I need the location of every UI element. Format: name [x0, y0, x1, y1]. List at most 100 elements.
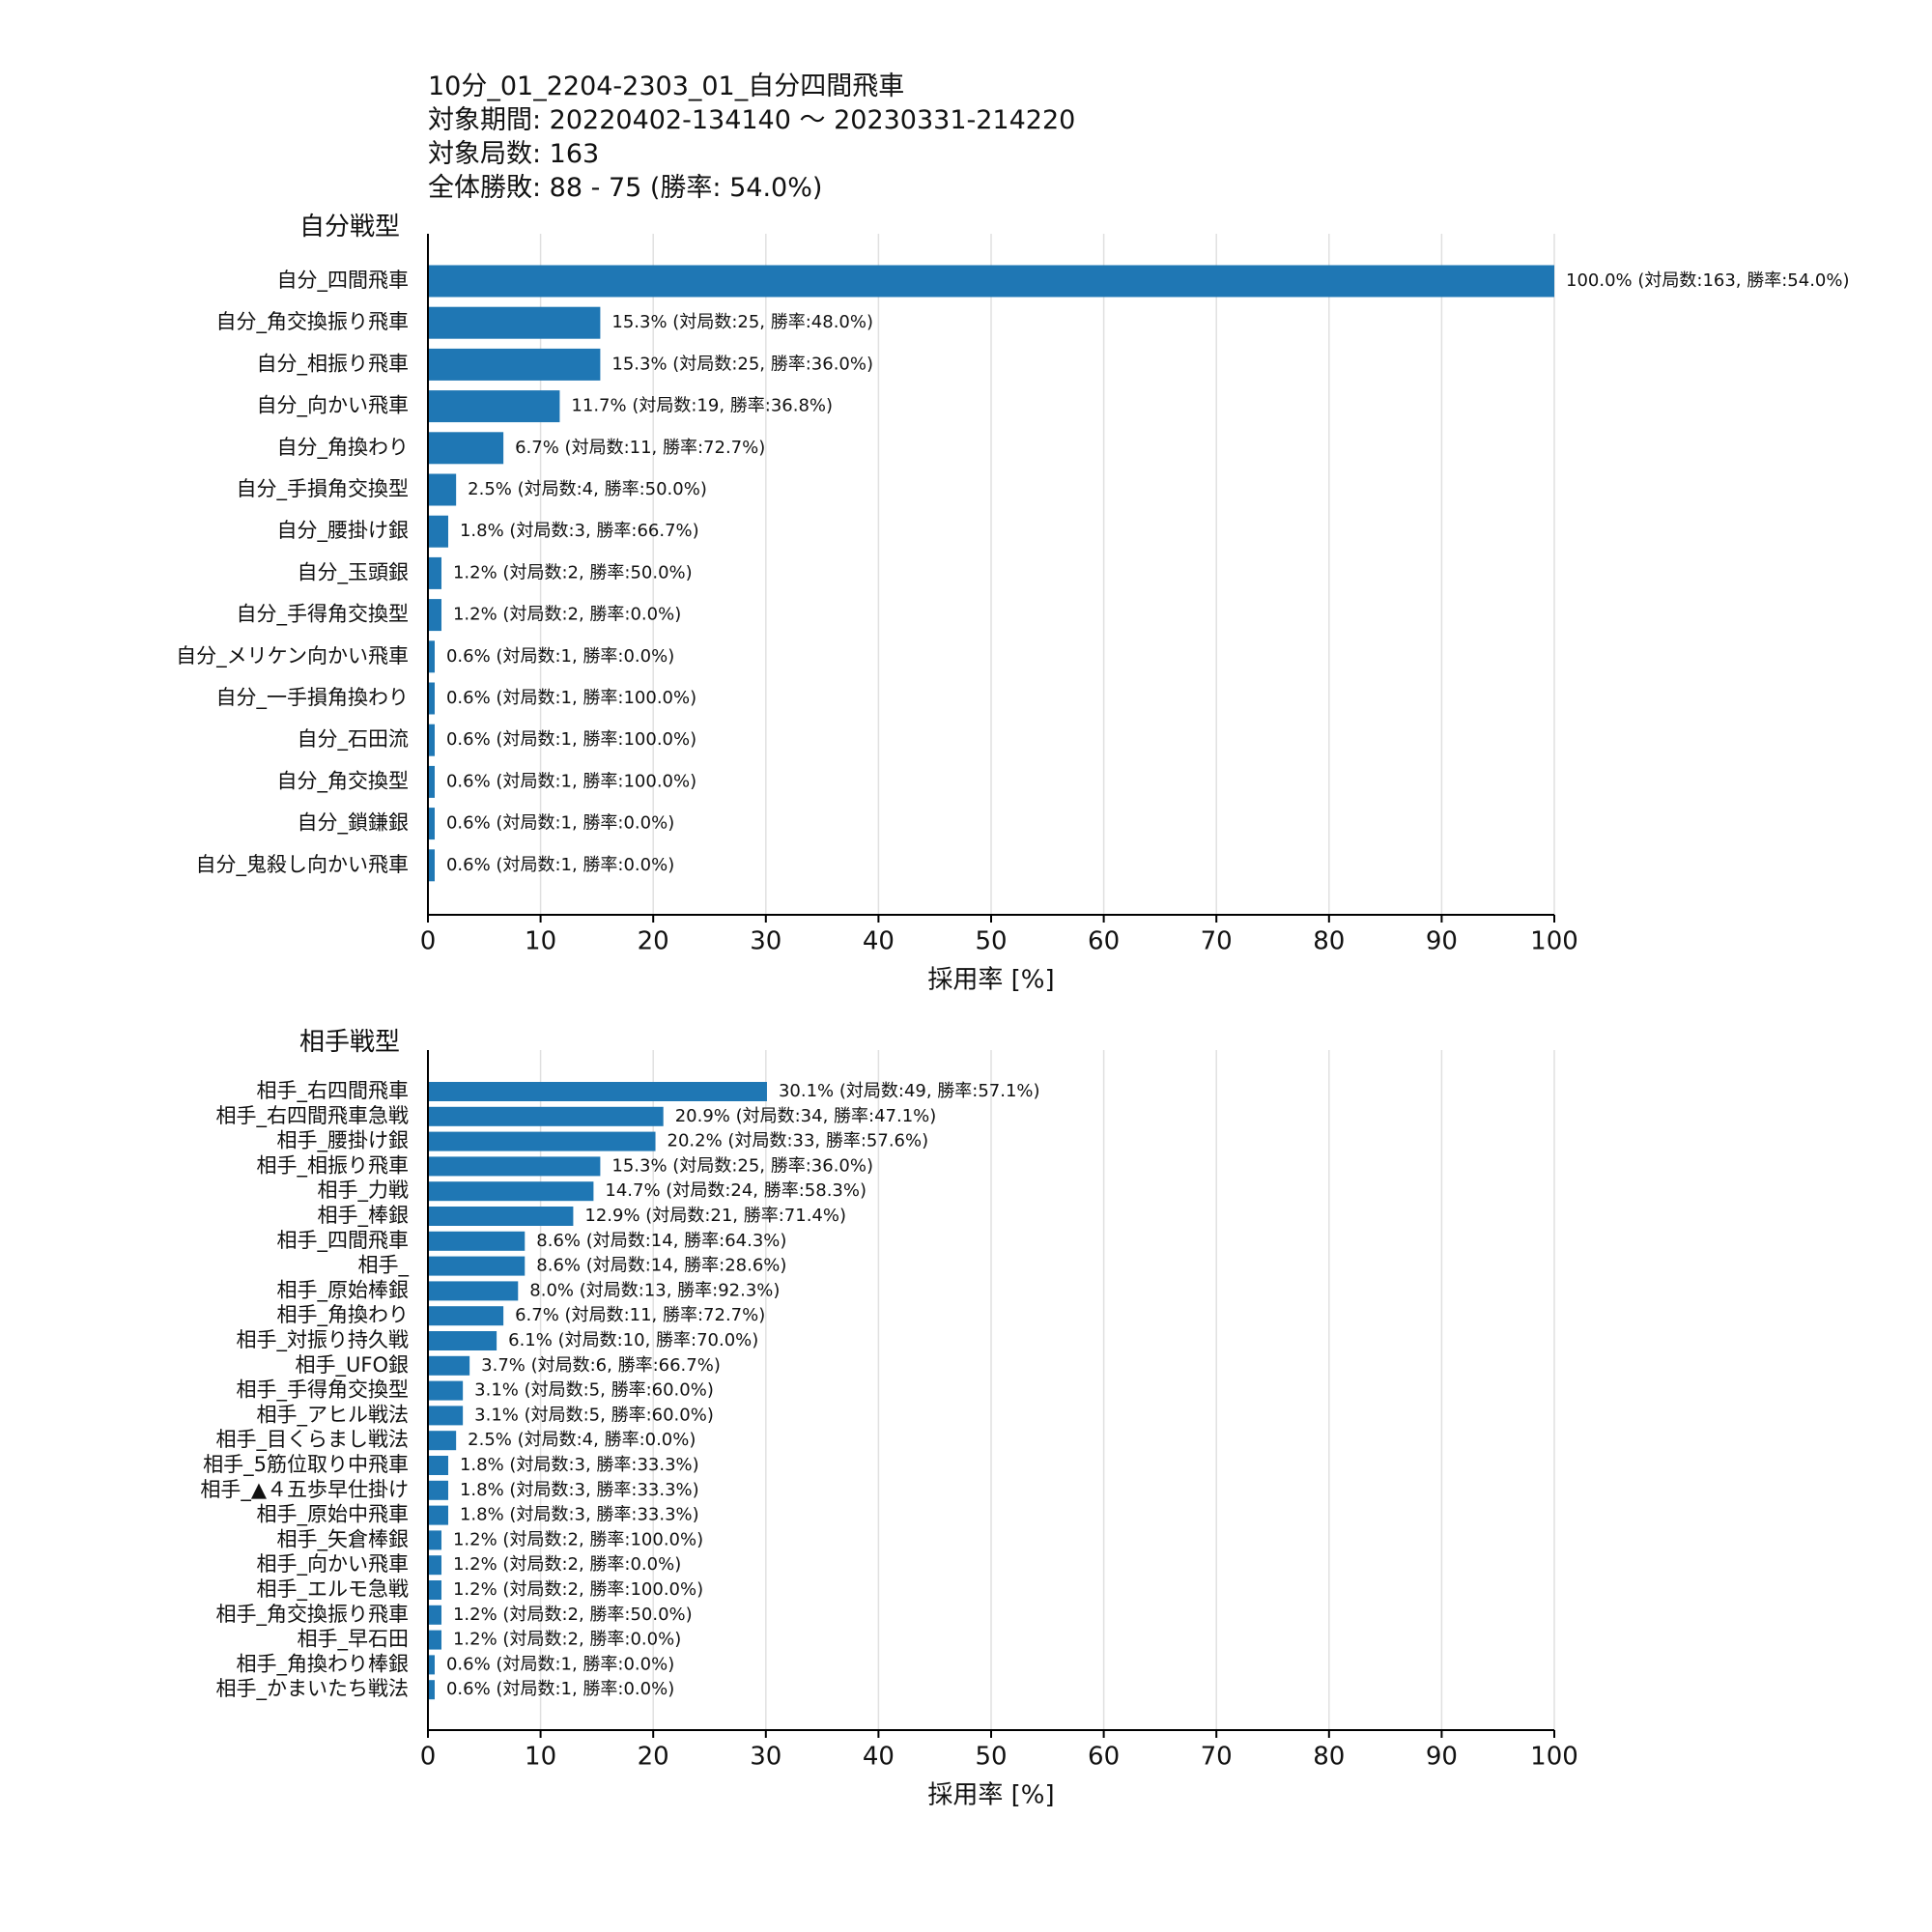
opp-category-label: 相手_角換わり棒銀: [237, 1652, 410, 1676]
opp-data-label: 20.9% (対局数:34, 勝率:47.1%): [675, 1106, 937, 1126]
opp-data-label: 1.2% (対局数:2, 勝率:0.0%): [453, 1630, 681, 1650]
my-data-label: 15.3% (対局数:25, 勝率:48.0%): [611, 312, 873, 332]
opp-x-tick-label: 10: [525, 1743, 556, 1772]
opp-bar: [428, 1281, 519, 1301]
my-x-tick-label: 50: [975, 927, 1007, 956]
my-x-tick-label: 60: [1088, 927, 1120, 956]
opp-data-label: 0.6% (対局数:1, 勝率:0.0%): [446, 1679, 674, 1699]
opp-x-tick-label: 90: [1426, 1743, 1458, 1772]
header-overall-record: 全体勝敗: 88 - 75 (勝率: 54.0%): [428, 173, 823, 203]
my-bar: [428, 599, 441, 632]
opp-category-label: 相手_角交換振り飛車: [216, 1603, 410, 1627]
opp-bar: [428, 1431, 457, 1451]
opp-data-label: 1.8% (対局数:3, 勝率:33.3%): [460, 1480, 699, 1500]
opp-category-label: 相手_目くらまし戦法: [216, 1428, 410, 1452]
my-x-tick-label: 80: [1313, 927, 1345, 956]
my-category-label: 自分_四間飛車: [277, 269, 410, 293]
my-category-label: 自分_相振り飛車: [257, 352, 410, 376]
opp-data-label: 3.1% (対局数:5, 勝率:60.0%): [474, 1380, 714, 1401]
opp-category-label: 相手_かまいたち戦法: [216, 1677, 410, 1701]
opp-data-label: 1.8% (対局数:3, 勝率:33.3%): [460, 1455, 699, 1475]
opp-data-label: 6.1% (対局数:10, 勝率:70.0%): [508, 1330, 758, 1350]
my-bar: [428, 724, 435, 756]
opp-data-label: 20.2% (対局数:33, 勝率:57.6%): [668, 1131, 929, 1151]
opp-bar: [428, 1131, 656, 1151]
my-bar: [428, 515, 448, 548]
my-category-label: 自分_鎖鎌銀: [298, 811, 410, 836]
opp-data-label: 3.1% (対局数:5, 勝率:60.0%): [474, 1405, 714, 1425]
opp-bar: [428, 1555, 441, 1576]
my-bar: [428, 473, 457, 506]
opp-bar: [428, 1530, 441, 1550]
my-x-tick-label: 90: [1426, 927, 1458, 956]
my-x-tick-label: 10: [525, 927, 556, 956]
opp-data-label: 0.6% (対局数:1, 勝率:0.0%): [446, 1654, 674, 1674]
opp-category-label: 相手_矢倉棒銀: [277, 1527, 410, 1551]
my-category-label: 自分_鬼殺し向かい飛車: [196, 853, 410, 877]
opp-category-label: 相手_▲４五歩早仕掛け: [200, 1478, 409, 1502]
opp-data-label: 1.2% (対局数:2, 勝率:100.0%): [453, 1529, 703, 1549]
header-title: 10分_01_2204-2303_01_自分四間飛車: [428, 71, 905, 101]
my-category-label: 自分_メリケン向かい飛車: [176, 644, 409, 668]
opp-bar: [428, 1207, 574, 1226]
opp-category-label: 相手_原始棒銀: [277, 1278, 410, 1302]
my-bar: [428, 306, 601, 339]
opp-category-label: 相手_角換わり: [277, 1303, 410, 1327]
header-period: 対象期間: 20220402-134140 〜 20230331-214220: [428, 105, 1076, 135]
opponent-strategy-title: 相手戦型: [299, 1028, 401, 1057]
opp-data-label: 15.3% (対局数:25, 勝率:36.0%): [611, 1155, 873, 1176]
opp-x-tick-label: 20: [638, 1743, 669, 1772]
opp-category-label: 相手_早石田: [298, 1628, 410, 1652]
my-bar: [428, 556, 441, 589]
my-bar: [428, 348, 601, 381]
opp-data-label: 8.0% (対局数:13, 勝率:92.3%): [529, 1280, 780, 1300]
opp-bar: [428, 1456, 448, 1475]
opp-data-label: 30.1% (対局数:49, 勝率:57.1%): [779, 1081, 1040, 1101]
opp-category-label: 相手_右四間飛車: [257, 1079, 410, 1103]
opp-bar: [428, 1605, 441, 1625]
opp-data-label: 6.7% (対局数:11, 勝率:72.7%): [515, 1305, 765, 1325]
opp-category-label: 相手_対振り持久戦: [237, 1328, 410, 1352]
opp-x-tick-label: 70: [1201, 1743, 1233, 1772]
opp-category-label: 相手_棒銀: [318, 1204, 410, 1228]
opp-category-label: 相手_原始中飛車: [257, 1503, 410, 1527]
opp-bar: [428, 1630, 441, 1650]
opp-bar: [428, 1331, 497, 1350]
opp-category-label: 相手_アヒル戦法: [257, 1403, 410, 1427]
my-bar: [428, 390, 560, 423]
my-bar: [428, 808, 435, 840]
opp-bar: [428, 1480, 448, 1500]
my-x-tick-label: 100: [1530, 927, 1578, 956]
my-x-tick-label: 0: [420, 927, 437, 956]
opp-bar: [428, 1380, 464, 1401]
my-data-label: 0.6% (対局数:1, 勝率:0.0%): [446, 813, 674, 834]
opp-category-label: 相手_腰掛け銀: [277, 1129, 410, 1153]
opp-bar: [428, 1355, 470, 1376]
my-category-label: 自分_一手損角換わり: [216, 686, 410, 710]
my-data-label: 1.2% (対局数:2, 勝率:0.0%): [453, 605, 681, 625]
opp-data-label: 8.6% (対局数:14, 勝率:64.3%): [536, 1231, 786, 1251]
my-data-label: 100.0% (対局数:163, 勝率:54.0%): [1566, 270, 1850, 291]
opp-bar: [428, 1505, 448, 1525]
opp-x-tick-label: 40: [863, 1743, 895, 1772]
opp-category-label: 相手_手得角交換型: [237, 1378, 410, 1403]
opp-bar: [428, 1580, 441, 1600]
my-bar: [428, 682, 435, 715]
opp-category-label: 相手_: [358, 1254, 410, 1278]
my-category-label: 自分_腰掛け銀: [277, 519, 410, 543]
opp-data-label: 2.5% (対局数:4, 勝率:0.0%): [468, 1430, 696, 1450]
my-data-label: 1.8% (対局数:3, 勝率:66.7%): [460, 521, 699, 541]
opp-data-label: 1.2% (対局数:2, 勝率:0.0%): [453, 1554, 681, 1575]
my-category-label: 自分_角換わり: [277, 436, 410, 460]
opp-x-tick-label: 60: [1088, 1743, 1120, 1772]
my-category-label: 自分_石田流: [298, 727, 410, 752]
opp-x-tick-label: 30: [750, 1743, 781, 1772]
opp-bar: [428, 1256, 526, 1276]
opp-category-label: 相手_右四間飛車急戦: [216, 1104, 410, 1128]
opp-category-label: 相手_向かい飛車: [257, 1552, 410, 1577]
opp-category-label: 相手_エルモ急戦: [257, 1577, 410, 1602]
my-data-label: 0.6% (対局数:1, 勝率:100.0%): [446, 771, 696, 791]
my-category-label: 自分_向かい飛車: [257, 394, 410, 418]
chart-header: 10分_01_2204-2303_01_自分四間飛車 対象期間: 2022040…: [428, 70, 1075, 205]
